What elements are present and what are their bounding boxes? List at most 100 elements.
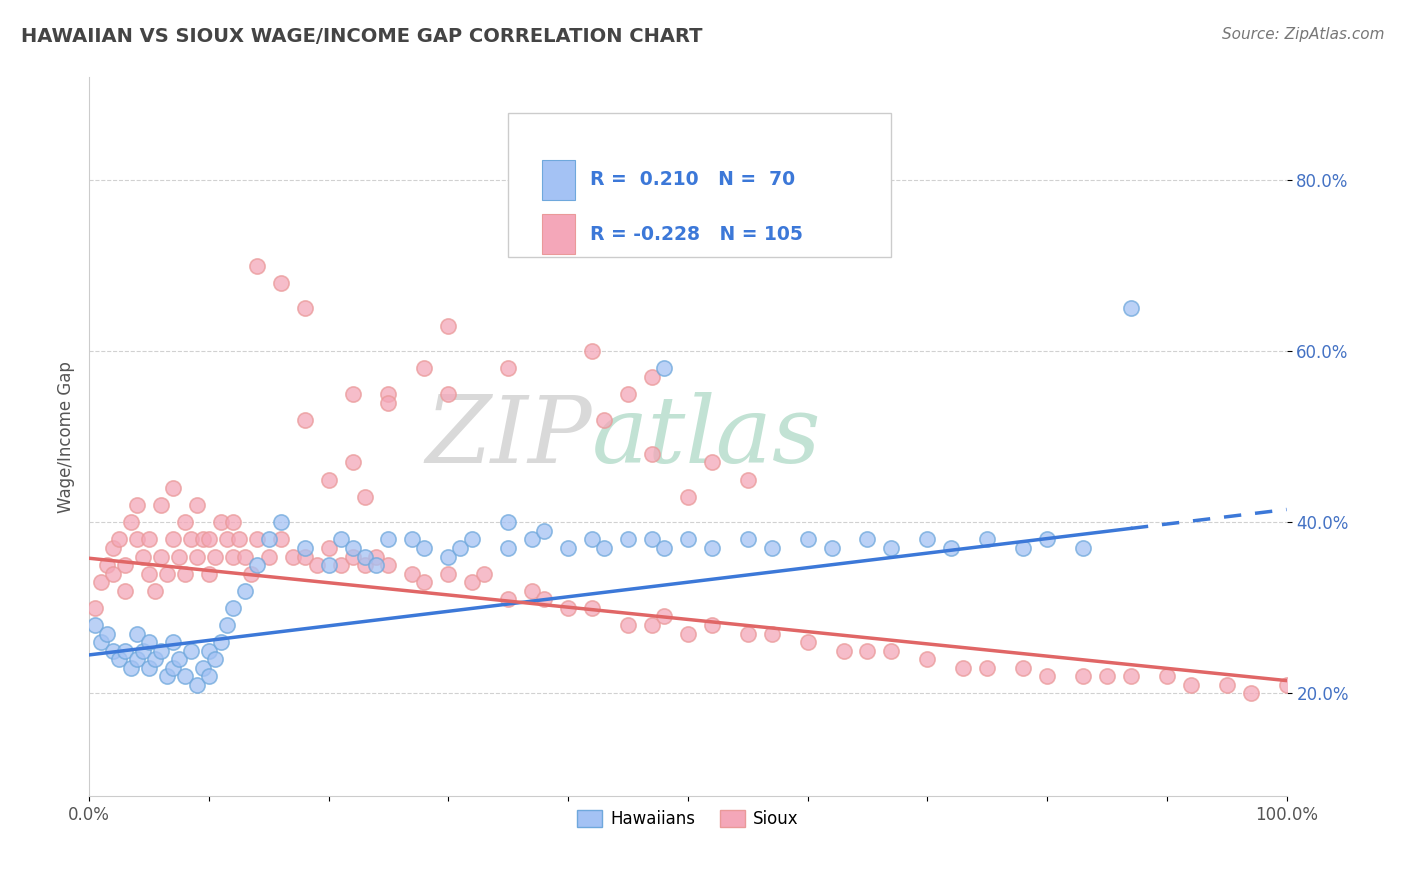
Point — [342, 387, 364, 401]
FancyBboxPatch shape — [541, 160, 575, 200]
Point — [239, 566, 262, 581]
Point — [90, 635, 112, 649]
Point — [198, 566, 221, 581]
Point — [198, 533, 221, 547]
Point — [496, 361, 519, 376]
Point — [641, 618, 664, 632]
Point — [593, 541, 616, 555]
Point — [149, 643, 172, 657]
Point — [318, 558, 340, 573]
Point — [880, 541, 903, 555]
Point — [186, 549, 208, 564]
Point — [114, 558, 136, 573]
Point — [761, 626, 783, 640]
Point — [1119, 301, 1142, 316]
Point — [581, 533, 603, 547]
Point — [209, 635, 232, 649]
Point — [204, 549, 226, 564]
Point — [413, 361, 436, 376]
Point — [641, 533, 664, 547]
Point — [180, 643, 202, 657]
Point — [366, 558, 388, 573]
Point — [917, 533, 939, 547]
Point — [413, 541, 436, 555]
Point — [270, 516, 292, 530]
Point — [496, 541, 519, 555]
Point — [377, 558, 399, 573]
Point — [138, 566, 160, 581]
Point — [737, 533, 759, 547]
FancyBboxPatch shape — [508, 113, 891, 257]
Point — [652, 609, 675, 624]
Point — [377, 387, 399, 401]
Point — [108, 533, 131, 547]
Text: R = -0.228   N = 105: R = -0.228 N = 105 — [589, 225, 803, 244]
Point — [449, 541, 471, 555]
Point — [880, 643, 903, 657]
Point — [186, 678, 208, 692]
Point — [941, 541, 963, 555]
Point — [557, 600, 579, 615]
Point — [737, 473, 759, 487]
Point — [976, 533, 998, 547]
Point — [198, 643, 221, 657]
Point — [246, 558, 269, 573]
Point — [270, 533, 292, 547]
FancyBboxPatch shape — [541, 214, 575, 254]
Point — [676, 533, 699, 547]
Point — [233, 583, 256, 598]
Point — [167, 549, 190, 564]
Point — [496, 516, 519, 530]
Point — [652, 541, 675, 555]
Point — [796, 635, 818, 649]
Point — [737, 626, 759, 640]
Point — [593, 412, 616, 426]
Point — [162, 481, 184, 495]
Point — [281, 549, 304, 564]
Point — [401, 533, 423, 547]
Point — [1215, 678, 1237, 692]
Point — [246, 533, 269, 547]
Point — [101, 643, 124, 657]
Point — [143, 652, 166, 666]
Point — [246, 259, 269, 273]
Point — [641, 447, 664, 461]
Point — [700, 455, 723, 469]
Point — [342, 455, 364, 469]
Point — [228, 533, 250, 547]
Point — [125, 498, 148, 512]
Point — [652, 361, 675, 376]
Point — [1119, 669, 1142, 683]
Text: Source: ZipAtlas.com: Source: ZipAtlas.com — [1222, 27, 1385, 42]
Point — [533, 592, 555, 607]
Point — [641, 370, 664, 384]
Point — [917, 652, 939, 666]
Point — [461, 575, 484, 590]
Point — [1012, 661, 1035, 675]
Point — [329, 558, 352, 573]
Point — [173, 566, 195, 581]
Point — [84, 600, 107, 615]
Point — [120, 661, 142, 675]
Point — [198, 669, 221, 683]
Point — [520, 533, 543, 547]
Point — [215, 618, 238, 632]
Point — [472, 566, 495, 581]
Point — [270, 276, 292, 290]
Point — [761, 541, 783, 555]
Point — [437, 566, 460, 581]
Point — [173, 516, 195, 530]
Point — [162, 635, 184, 649]
Point — [581, 600, 603, 615]
Point — [856, 533, 879, 547]
Point — [204, 652, 226, 666]
Point — [125, 626, 148, 640]
Point — [952, 661, 974, 675]
Point — [353, 549, 375, 564]
Point — [700, 618, 723, 632]
Point — [209, 516, 232, 530]
Point — [132, 549, 155, 564]
Point — [156, 669, 179, 683]
Point — [101, 541, 124, 555]
Point — [257, 549, 280, 564]
